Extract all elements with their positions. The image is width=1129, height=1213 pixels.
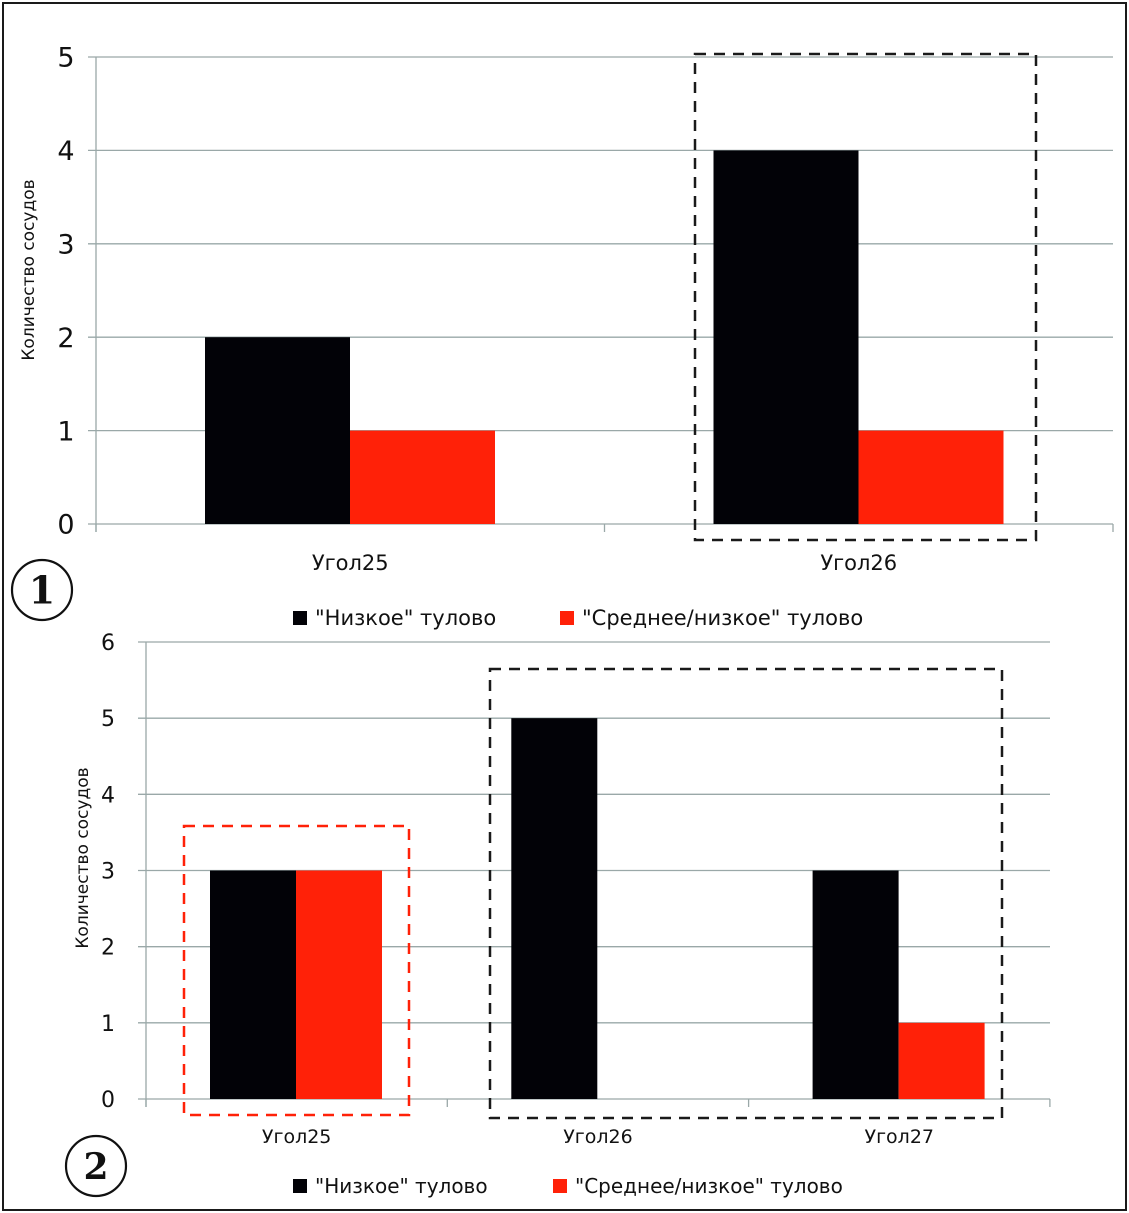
bar-medium-low-body [296, 870, 382, 1099]
x-category-label: Угол25 [262, 1126, 332, 1148]
y-tick-label: 2 [101, 936, 115, 961]
y-tick-label: 5 [101, 707, 115, 732]
legend-label: "Среднее/низкое" тулово [582, 606, 863, 630]
y-tick-label: 3 [101, 859, 115, 884]
legend-label: "Среднее/низкое" тулово [575, 1174, 843, 1198]
bar-medium-low-body [858, 430, 1004, 524]
y-tick-label: 2 [57, 323, 74, 354]
bar-low-body [205, 337, 350, 524]
bar-medium-low-body [350, 430, 495, 524]
bar-low-body [812, 870, 899, 1099]
highlight-box [488, 667, 1004, 1120]
legend-swatch [293, 611, 307, 625]
panel-badge-number: 1 [29, 568, 55, 613]
y-axis-title: Количество сосудов [19, 179, 39, 360]
y-tick-label: 0 [57, 510, 74, 541]
panel-badge-circle [64, 1134, 128, 1198]
bar-low-body [511, 718, 598, 1099]
x-category-label: Угол25 [312, 551, 389, 575]
y-tick-label: 6 [101, 631, 115, 656]
legend-swatch [553, 1179, 567, 1193]
bar-low-body [713, 150, 859, 524]
x-category-label: Угол26 [563, 1126, 633, 1148]
highlight-box [182, 824, 411, 1117]
bar-medium-low-body [898, 1022, 985, 1099]
highlight-box [693, 52, 1038, 542]
y-tick-label: 1 [101, 1012, 115, 1037]
y-tick-label: 0 [101, 1088, 115, 1113]
x-category-label: Угол26 [820, 551, 897, 575]
legend-label: "Низкое" тулово [315, 1174, 488, 1198]
y-tick-label: 5 [57, 43, 74, 74]
y-tick-label: 1 [57, 416, 74, 447]
y-axis-title: Количество сосудов [73, 767, 93, 948]
x-category-label: Угол27 [864, 1126, 934, 1148]
legend-label: "Низкое" тулово [315, 606, 496, 630]
bar-low-body [210, 870, 296, 1099]
y-tick-label: 4 [101, 783, 115, 808]
legend-swatch [293, 1179, 307, 1193]
panel-badge-circle [10, 558, 74, 622]
legend-swatch [560, 611, 574, 625]
panel-badge-number: 2 [83, 1146, 108, 1188]
y-tick-label: 3 [57, 230, 74, 261]
y-tick-label: 4 [57, 136, 74, 167]
